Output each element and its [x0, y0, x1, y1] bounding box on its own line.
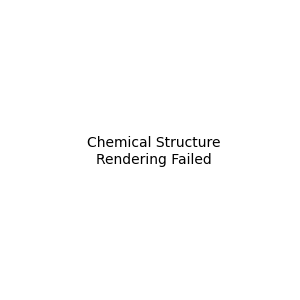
- Text: Chemical Structure
Rendering Failed: Chemical Structure Rendering Failed: [87, 136, 220, 166]
